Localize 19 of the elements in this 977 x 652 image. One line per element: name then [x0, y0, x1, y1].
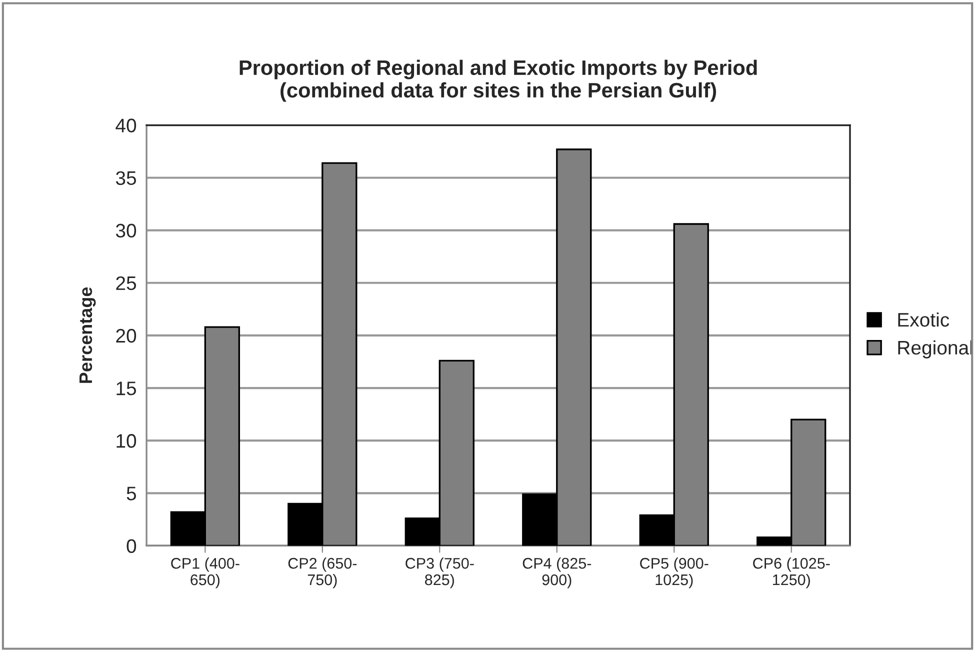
y-tick-label: 25 — [116, 276, 136, 290]
y-tick-label: 0 — [126, 539, 136, 553]
x-tick-label: CP4 (825-900) — [522, 558, 592, 588]
y-tick-label: 35 — [116, 171, 136, 185]
y-tick-label: 5 — [126, 486, 136, 500]
x-tick-label: CP3 (750-825) — [406, 558, 474, 588]
y-tick-label: 20 — [116, 328, 136, 343]
x-tick-label: CP2 (650-750) — [288, 558, 357, 588]
y-tick-label: 40 — [116, 118, 136, 132]
chart-title: Proportion of Regional and Exotic Imports by Period (combined data for sites in the Persian Gulf) — [240, 60, 757, 102]
legend-label: Exotic — [898, 312, 950, 327]
legend-label: Regional — [898, 340, 972, 358]
x-tick-label: CP5 (900-1025) — [640, 558, 708, 588]
y-tick-label: 10 — [116, 434, 136, 448]
x-tick-label: CP1 (400-650) — [171, 558, 240, 588]
y-tick-label: 30 — [116, 224, 136, 238]
y-tick-label: 15 — [116, 382, 136, 396]
x-tick-label: CP6 (1025-1250) — [753, 558, 830, 588]
y-axis-title: Percentage — [80, 287, 96, 383]
